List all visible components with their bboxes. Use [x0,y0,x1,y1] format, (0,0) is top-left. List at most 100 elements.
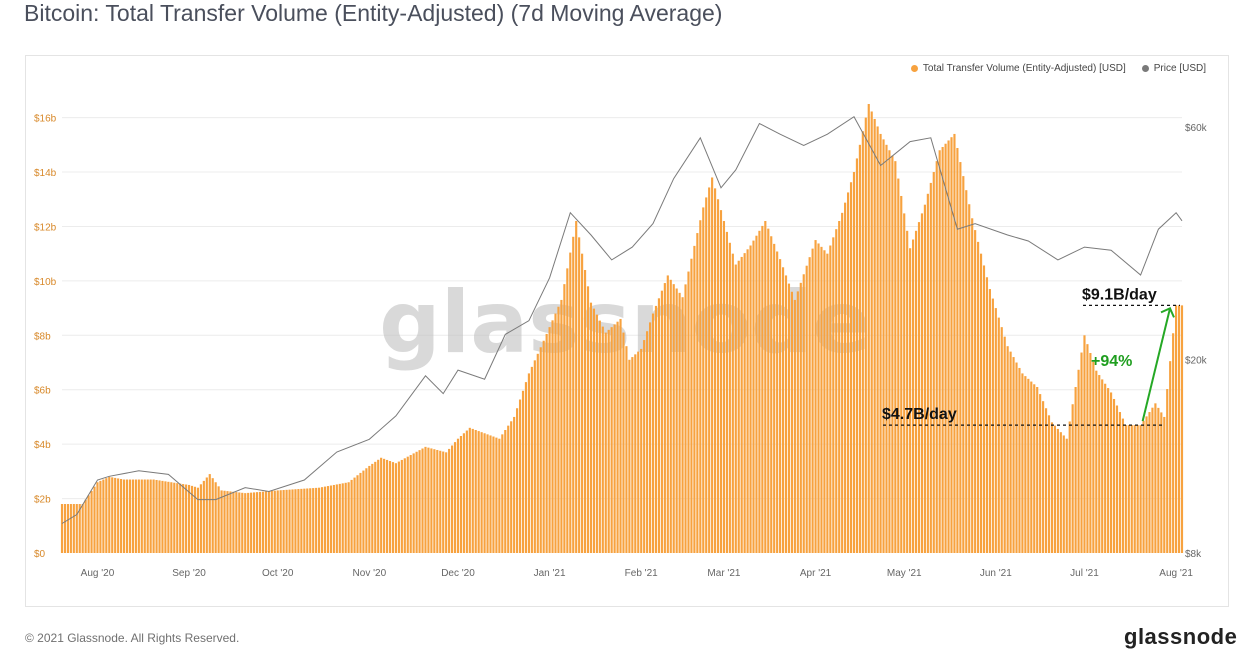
volume-bar [111,477,114,553]
volume-bar [320,487,324,553]
volume-bar [1098,375,1101,553]
volume-bar [279,490,282,553]
volume-bar [1145,416,1148,553]
volume-bar [991,298,994,553]
volume-bar [959,162,962,553]
volume-bar [1104,383,1107,553]
volume-bar [285,489,288,553]
volume-bar [211,478,214,553]
volume-bar [1012,357,1015,553]
x-tick-label: Mar '21 [707,568,740,579]
volume-bar [770,236,773,553]
volume-bar [793,299,796,553]
volume-bar [592,308,596,553]
volume-bar [1021,373,1024,553]
volume-bar [394,463,398,553]
x-tick-label: Feb '21 [625,568,658,579]
volume-bar [504,430,507,553]
volume-bar [583,269,587,553]
right-tick-label: $20k [1185,355,1208,366]
volume-bar [125,479,129,553]
volume-bar [767,228,770,553]
volume-bar [436,449,439,553]
volume-bar [1056,428,1059,553]
volume-bar [832,237,835,553]
volume-bar [451,445,454,553]
volume-bar [663,283,666,553]
volume-bar [530,366,533,553]
volume-bar [1095,370,1098,553]
volume-bar [1124,425,1127,553]
volume-bar [498,438,501,553]
volume-bar [705,197,708,553]
volume-bar [253,492,256,553]
volume-bar [586,286,590,553]
volume-bar [548,327,551,553]
volume-bar [758,230,761,554]
volume-bar [687,271,690,553]
volume-bar [1030,381,1033,553]
volume-bar [702,207,705,553]
volume-bar [811,248,814,554]
volume-bar [1006,346,1009,553]
volume-bar [418,450,421,553]
volume-bar [90,490,93,553]
volume-bar [997,317,1000,553]
volume-bar [814,240,817,553]
volume-bar [897,178,900,553]
volume-bar [947,140,950,554]
volume-bar [223,490,226,553]
volume-bar [143,479,146,553]
volume-bar [155,479,158,553]
volume-bar [855,158,859,553]
volume-bar [250,492,253,553]
volume-bar [944,143,947,554]
volume-bar [1148,412,1151,553]
legend-item-price[interactable]: Price [USD] [1141,63,1206,74]
volume-bar [149,479,152,553]
volume-bar [448,448,451,553]
volume-bar [1160,412,1163,553]
volume-bar [521,390,525,553]
volume-bar [1163,416,1166,553]
volume-bar [1044,408,1048,553]
volume-bar [1083,335,1086,553]
volume-bar [646,331,649,553]
volume-bar [693,245,696,553]
y-tick-label: $4b [34,440,51,451]
volume-bar [1015,362,1018,553]
percent-change-label: +94% [1091,353,1132,370]
volume-bar [1086,344,1089,553]
volume-bar [63,504,67,553]
volume-bar [359,472,362,553]
legend: Total Transfer Volume (Entity-Adjusted) … [910,63,1206,74]
volume-bar [1151,407,1154,553]
volume-bar [1050,422,1054,553]
volume-bar [400,459,403,553]
x-tick-label: Jul '21 [1070,568,1099,579]
volume-bar [917,222,921,554]
volume-bar [817,243,820,553]
volume-bar [696,233,699,553]
volume-bar [377,459,380,553]
volume-bar [161,480,164,553]
volume-bar [300,488,303,553]
volume-bar [264,491,267,553]
volume-bar [465,430,468,553]
volume-bar [932,172,935,553]
x-tick-label: Aug '20 [81,568,115,579]
volume-bar [909,248,912,553]
volume-bar [578,237,581,553]
volume-bar [140,479,143,553]
volume-bar [779,259,782,553]
volume-bar [820,246,823,553]
volume-bar [1136,425,1139,553]
volume-bar [81,504,84,553]
volume-bar [421,448,424,553]
volume-bar [566,268,569,553]
x-tick-label: May '21 [887,568,922,579]
volume-bar [415,451,418,553]
volume-bar [238,492,241,553]
legend-item-volume[interactable]: Total Transfer Volume (Entity-Adjusted) … [910,63,1126,74]
